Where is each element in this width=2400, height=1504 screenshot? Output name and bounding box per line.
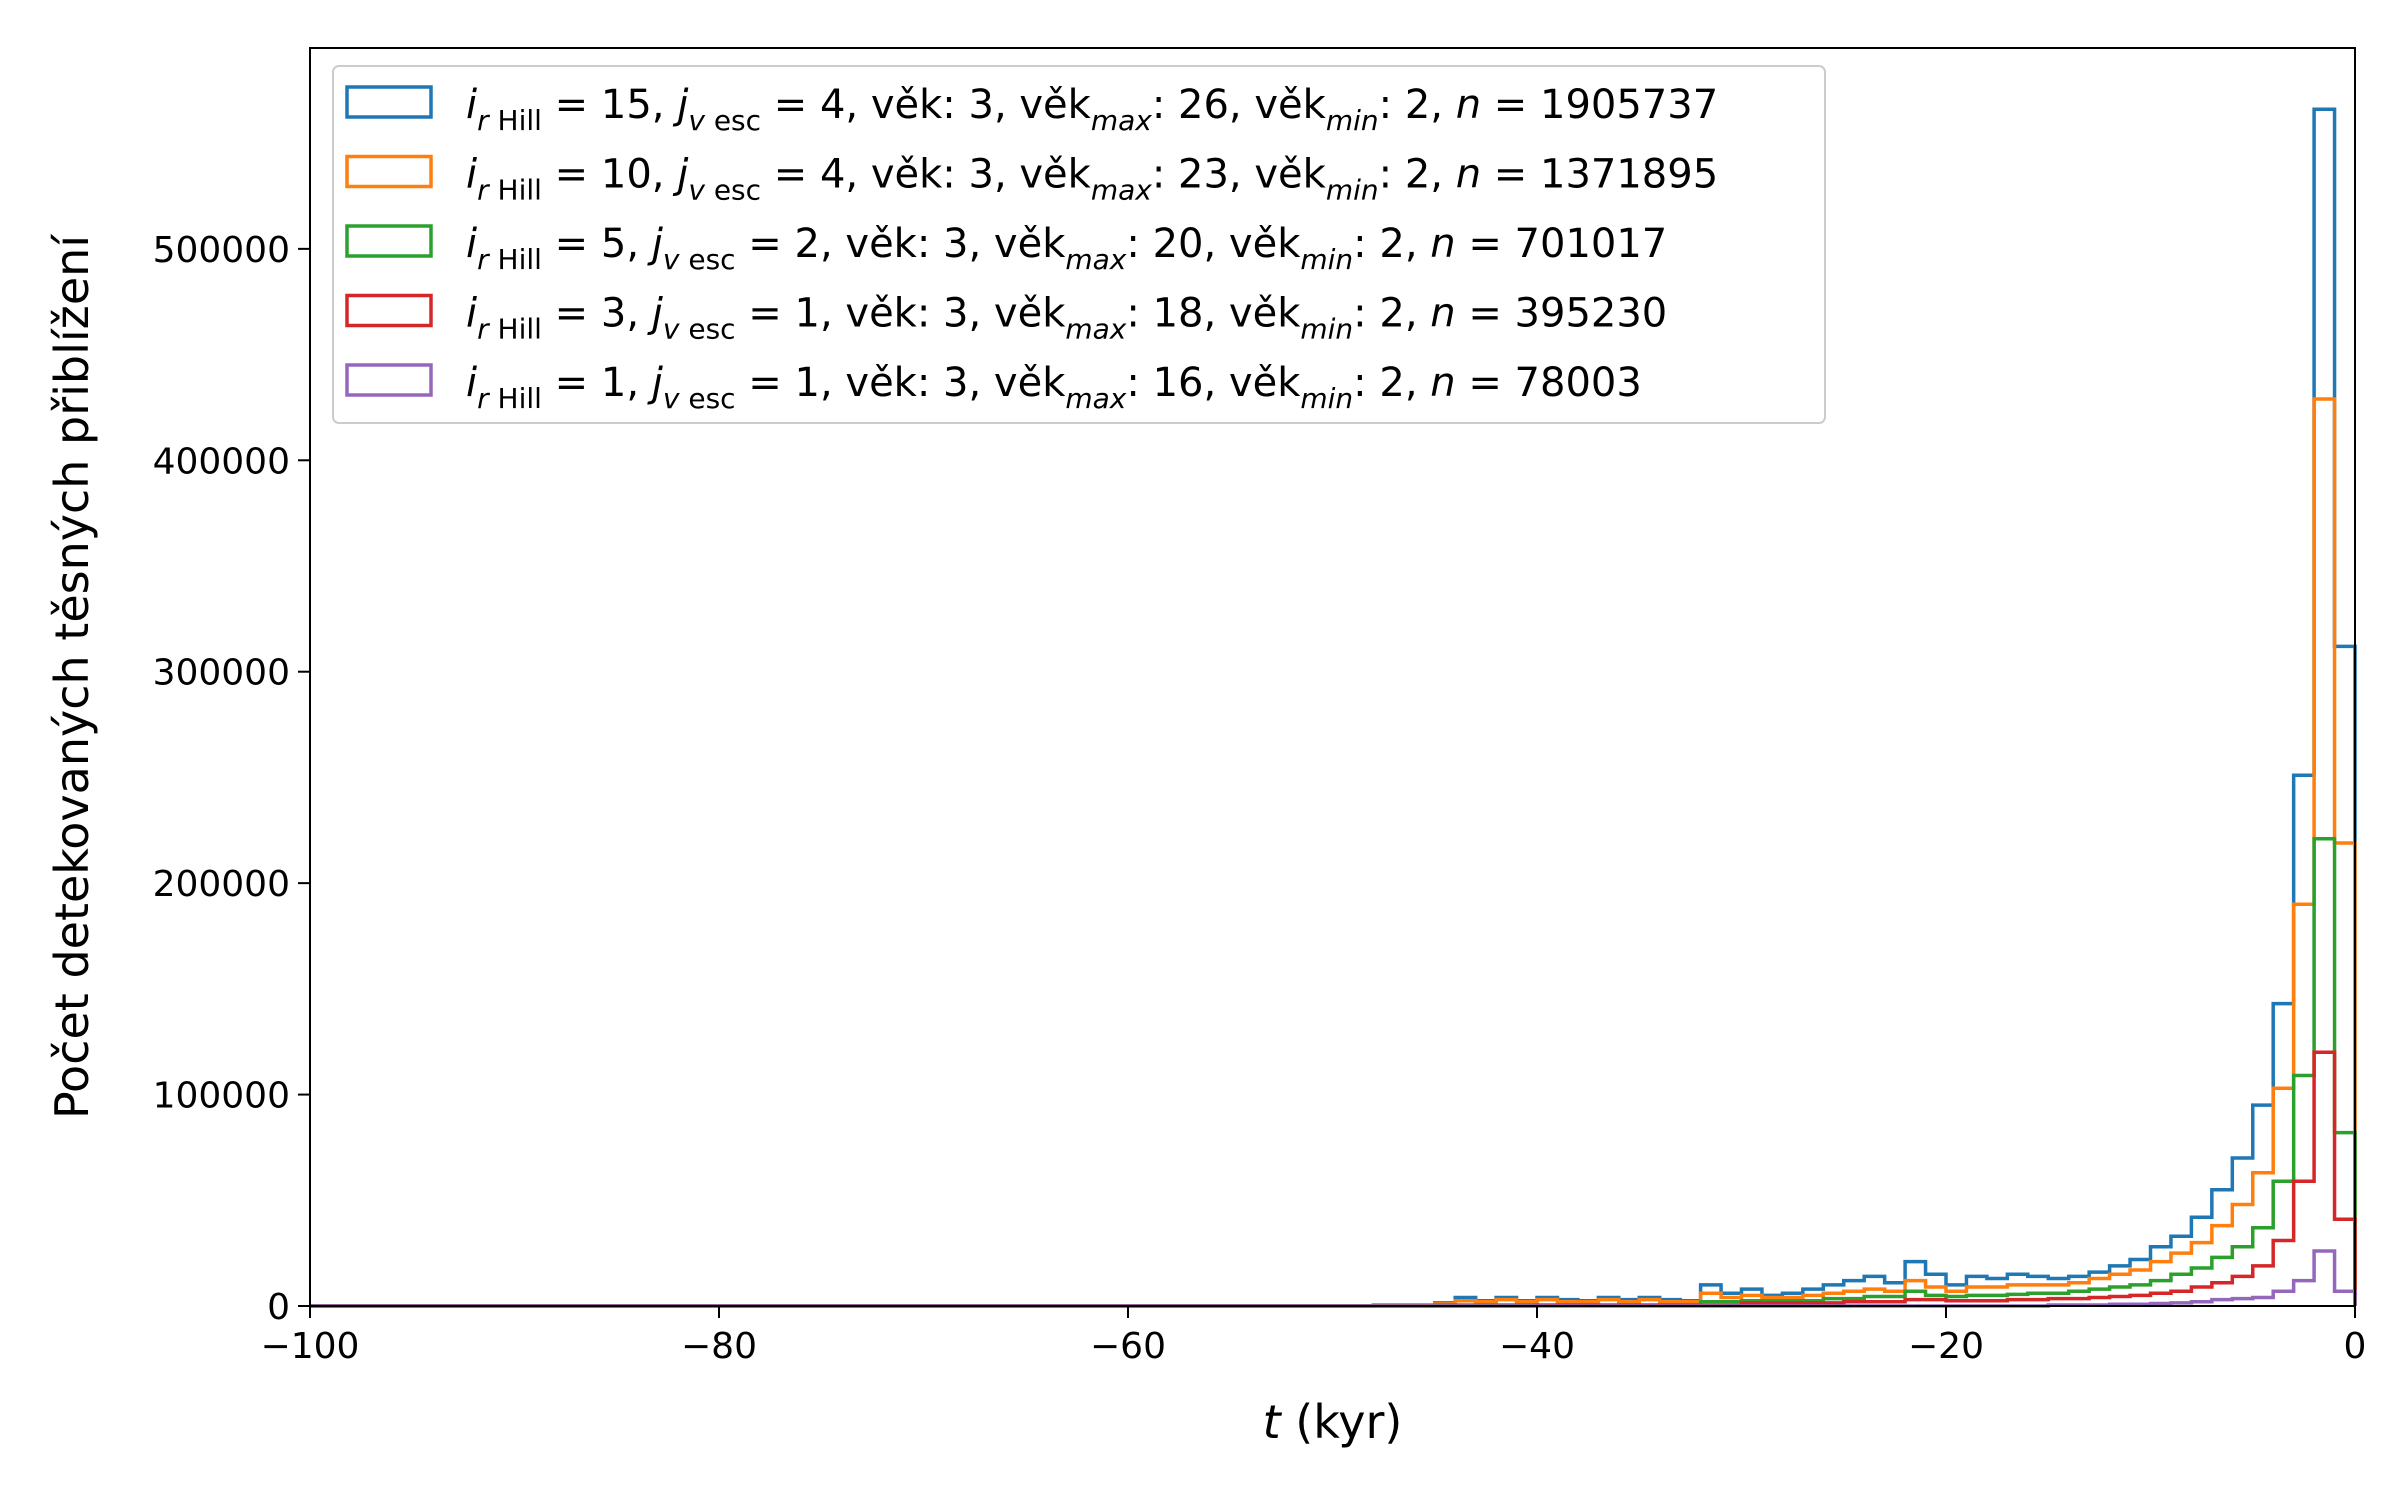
x-axis-label-variable: t xyxy=(1263,1395,1283,1449)
legend-box xyxy=(332,65,1826,424)
legend-swatch-3 xyxy=(345,224,433,258)
y-tick-label: 300000 xyxy=(153,653,290,694)
plot-frame xyxy=(309,47,2356,1307)
x-tick-label: −100 xyxy=(261,1326,360,1367)
x-axis-label-unit: (kyr) xyxy=(1281,1395,1403,1449)
y-axis-label: Počet detekovaných těsných přiblížení xyxy=(45,234,99,1119)
x-axis-ticks: −100 −80 −60 −40 −20 0 xyxy=(261,1306,2367,1367)
legend-swatch-5 xyxy=(345,363,433,397)
x-axis-label: t (kyr) xyxy=(1263,1395,1403,1449)
legend-label-1: ir Hill = 15, jv esc = 4, věk: 3, věkmax… xyxy=(466,82,1718,137)
y-tick-label: 200000 xyxy=(153,864,290,905)
histogram-series-5 xyxy=(310,1249,2357,1308)
x-tick-label: 0 xyxy=(2344,1326,2367,1367)
legend-label-2: ir Hill = 10, jv esc = 4, věk: 3, věkmax… xyxy=(466,152,1718,207)
x-tick-label: −40 xyxy=(1499,1326,1575,1367)
y-tick-label: 100000 xyxy=(153,1076,290,1117)
legend-label-3: ir Hill = 5, jv esc = 2, věk: 3, věkmax:… xyxy=(466,221,1667,276)
y-axis-ticks: 0 100000 200000 300000 400000 500000 xyxy=(153,230,310,1328)
y-tick-label: 400000 xyxy=(153,441,290,482)
series-layer xyxy=(310,107,2357,1308)
legend-swatch-4 xyxy=(345,293,433,328)
legend-swatch-2 xyxy=(345,154,433,189)
x-tick-label: −60 xyxy=(1090,1326,1166,1367)
legend-swatch-1 xyxy=(345,85,433,119)
x-tick-label: −20 xyxy=(1908,1326,1984,1367)
y-tick-label: 0 xyxy=(267,1287,290,1328)
x-tick-label: −80 xyxy=(681,1326,757,1367)
histogram-series-4 xyxy=(310,1050,2357,1308)
y-tick-label: 500000 xyxy=(153,230,290,271)
legend: ir Hill = 15, jv esc = 4, věk: 3, věkmax… xyxy=(332,65,1826,424)
legend-label-5: ir Hill = 1, jv esc = 1, věk: 3, věkmax:… xyxy=(466,360,1642,415)
histogram-series-2 xyxy=(310,397,2357,1308)
histogram-series-3 xyxy=(310,836,2357,1308)
legend-label-4: ir Hill = 3, jv esc = 1, věk: 3, věkmax:… xyxy=(466,291,1667,346)
